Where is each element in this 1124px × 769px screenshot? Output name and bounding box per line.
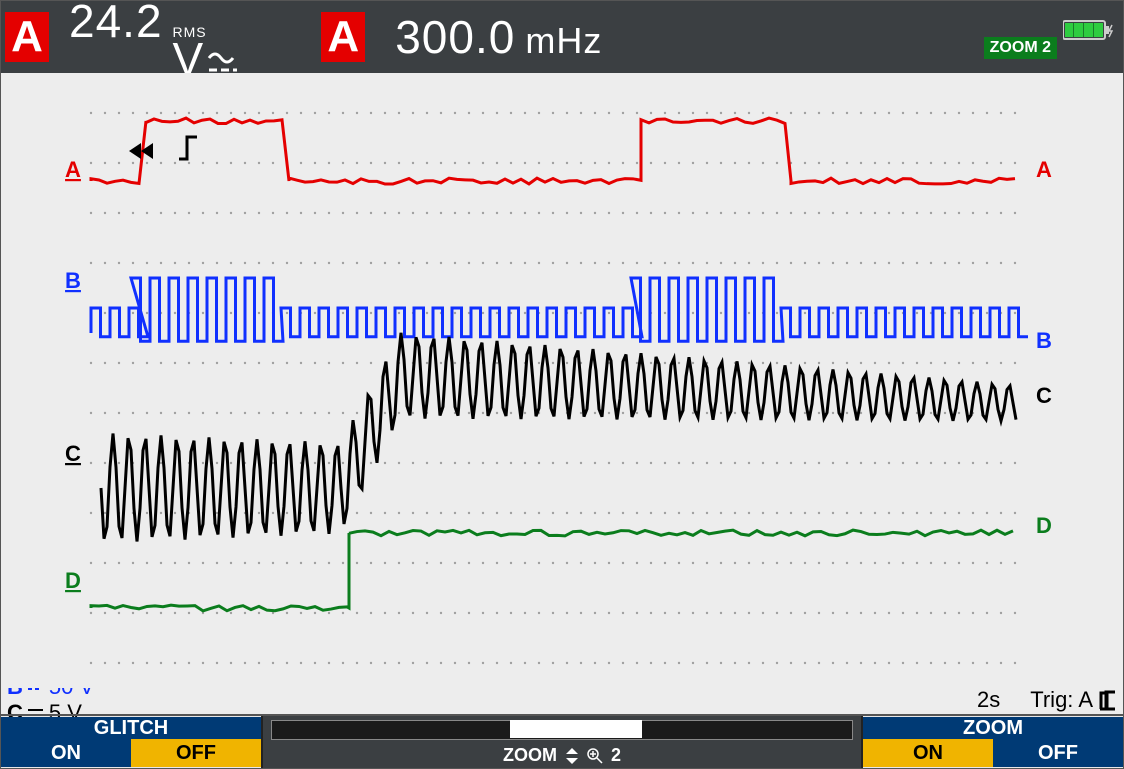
svg-text:C: C: [1036, 383, 1052, 408]
primary-reading: 24.2 RMS V: [69, 0, 241, 80]
secondary-reading: 300.0 mHz: [395, 10, 602, 64]
secondary-unit: mHz: [525, 20, 602, 62]
svg-text:B: B: [1036, 328, 1052, 353]
softkey-bar: GLITCH ON OFF ZOOM: [1, 714, 1123, 768]
trigger-label: Trig: A: [1030, 687, 1117, 713]
rising-edge-icon: [1099, 689, 1117, 711]
waveform-display[interactable]: A A B B C C D D: [1, 73, 1123, 686]
magnifier-plus-icon: [587, 748, 603, 764]
zoom-control: ZOOM ON OFF: [863, 716, 1123, 768]
waveform-svg: A A B B C C D D: [1, 73, 1123, 688]
scope-screen: A 24.2 RMS V A: [0, 0, 1124, 769]
svg-text:A: A: [1036, 157, 1052, 182]
zoom-off-button[interactable]: OFF: [993, 739, 1123, 767]
svg-text:B: B: [65, 268, 81, 293]
primary-value: 24.2: [69, 0, 163, 48]
glitch-title: GLITCH: [1, 717, 261, 739]
channel-badge-right: A: [321, 12, 365, 62]
updown-icon: [565, 748, 579, 764]
timebase-label: 2s: [977, 687, 1000, 713]
zoom-caption: ZOOM 2: [263, 745, 861, 766]
battery-icon: [1063, 19, 1113, 46]
secondary-value: 300.0: [395, 10, 515, 64]
zoom-title: ZOOM: [863, 717, 1123, 739]
zoom-scrollbar[interactable]: ZOOM 2: [263, 716, 861, 768]
glitch-on-button[interactable]: ON: [1, 739, 131, 767]
glitch-control: GLITCH ON OFF: [1, 716, 261, 768]
zoom-badge: ZOOM 2: [984, 37, 1057, 59]
status-bar: A50 VB50 VC5 VD50 V 2s Trig: A: [1, 686, 1123, 714]
scroll-thumb[interactable]: [510, 720, 642, 738]
svg-text:A: A: [65, 157, 81, 182]
glitch-off-button[interactable]: OFF: [131, 739, 261, 767]
header-bar: A 24.2 RMS V A: [1, 1, 1123, 73]
svg-text:D: D: [65, 568, 81, 593]
svg-text:D: D: [1036, 513, 1052, 538]
zoom-on-button[interactable]: ON: [863, 739, 993, 767]
svg-text:C: C: [65, 441, 81, 466]
channel-badge-left: A: [5, 12, 49, 62]
